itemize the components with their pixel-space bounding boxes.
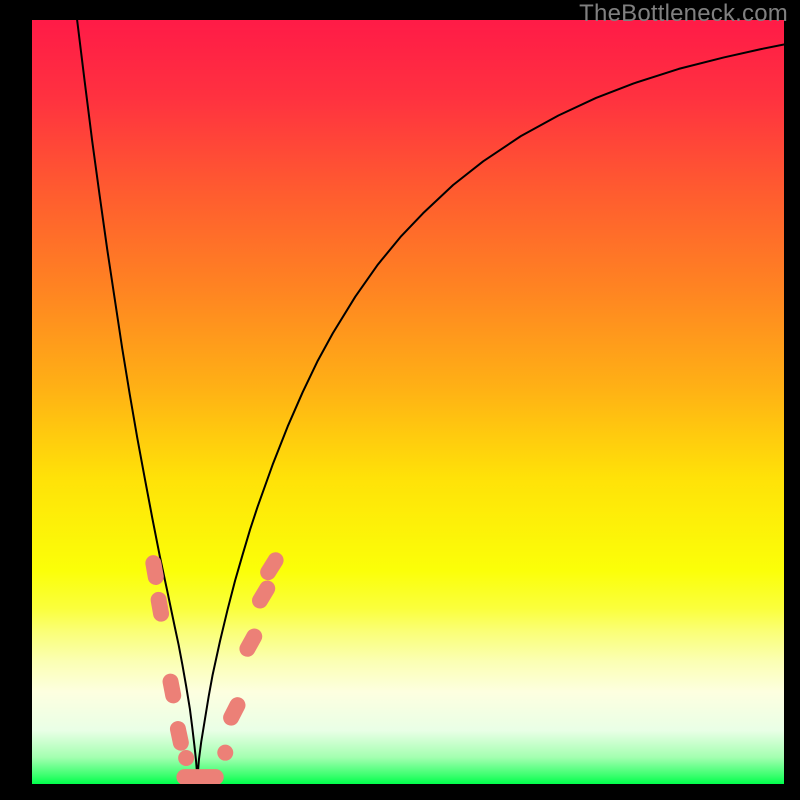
watermark-text: TheBottleneck.com xyxy=(579,0,788,28)
plot-svg xyxy=(32,20,784,784)
marker-pill xyxy=(194,769,224,784)
frame: TheBottleneck.com xyxy=(0,0,800,800)
plot-area xyxy=(32,20,784,784)
marker-dot xyxy=(178,750,194,766)
marker-dot xyxy=(217,745,233,761)
